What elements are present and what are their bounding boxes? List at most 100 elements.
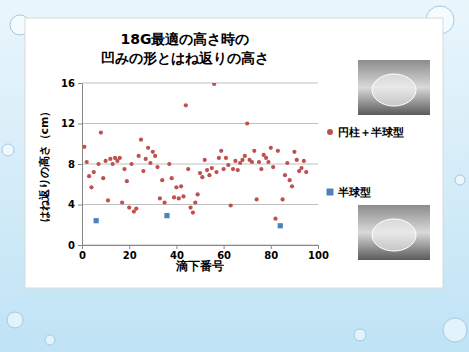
photo-frame bbox=[358, 60, 430, 115]
point bbox=[125, 179, 129, 183]
point-shape bbox=[177, 196, 181, 200]
title-line: 凹みの形とはね返りの高さ bbox=[101, 50, 269, 66]
legend-marker bbox=[327, 129, 333, 135]
droplet bbox=[443, 318, 467, 342]
point bbox=[231, 167, 235, 171]
point bbox=[252, 149, 256, 153]
point bbox=[129, 162, 133, 166]
point bbox=[257, 160, 261, 164]
point bbox=[186, 167, 190, 171]
point bbox=[233, 159, 237, 163]
point-shape bbox=[264, 156, 268, 160]
point-shape bbox=[283, 173, 287, 177]
point bbox=[200, 175, 204, 179]
point-shape bbox=[160, 178, 164, 182]
point bbox=[217, 156, 221, 160]
point-shape bbox=[205, 168, 209, 172]
point bbox=[172, 195, 176, 199]
point bbox=[137, 154, 141, 158]
point bbox=[127, 205, 131, 209]
point-shape bbox=[250, 160, 254, 164]
point-shape bbox=[129, 162, 133, 166]
point bbox=[167, 162, 171, 166]
point-shape bbox=[134, 206, 138, 210]
point bbox=[212, 83, 216, 86]
point bbox=[191, 211, 195, 215]
point-shape bbox=[118, 156, 122, 160]
point bbox=[179, 184, 183, 188]
point bbox=[89, 185, 93, 189]
tick: 20 bbox=[123, 245, 137, 261]
point bbox=[210, 166, 214, 170]
point-shape bbox=[179, 184, 183, 188]
point-shape bbox=[273, 217, 277, 221]
y-axis: 0481216 bbox=[61, 78, 82, 251]
point bbox=[118, 156, 122, 160]
tick: 0 bbox=[79, 245, 86, 261]
point-shape bbox=[255, 197, 259, 201]
tick-label: 80 bbox=[264, 250, 278, 261]
droplets bbox=[2, 6, 467, 345]
legend-label: 半球型 bbox=[337, 186, 371, 199]
point bbox=[295, 158, 299, 162]
legend-label: 円柱＋半球型 bbox=[338, 126, 404, 139]
point-shape bbox=[164, 213, 169, 218]
point-shape bbox=[153, 154, 157, 158]
point bbox=[273, 217, 277, 221]
point bbox=[193, 200, 197, 204]
point bbox=[158, 196, 162, 200]
grid-line bbox=[82, 123, 318, 124]
point bbox=[219, 149, 223, 153]
point-shape bbox=[139, 138, 143, 142]
point bbox=[271, 165, 275, 169]
point-shape bbox=[196, 192, 200, 196]
point bbox=[304, 170, 308, 174]
tick-mark bbox=[129, 245, 130, 249]
droplet bbox=[354, 329, 366, 341]
point bbox=[120, 200, 124, 204]
point-shape bbox=[259, 167, 263, 171]
series bbox=[82, 83, 308, 221]
point bbox=[224, 156, 228, 160]
point-shape bbox=[290, 184, 294, 188]
point-shape bbox=[299, 166, 303, 170]
point bbox=[92, 170, 96, 174]
point-shape bbox=[188, 205, 192, 209]
point-shape bbox=[266, 160, 270, 164]
point-shape bbox=[236, 168, 240, 172]
point bbox=[153, 154, 157, 158]
point bbox=[264, 156, 268, 160]
tick-mark bbox=[78, 245, 82, 246]
point-shape bbox=[144, 157, 148, 161]
point bbox=[144, 157, 148, 161]
point-shape bbox=[257, 160, 261, 164]
point-shape bbox=[94, 218, 99, 223]
tick: 0 bbox=[68, 240, 82, 251]
point-shape bbox=[184, 103, 188, 107]
title-line: 18G最適の高さ時の bbox=[121, 31, 250, 47]
point-shape bbox=[104, 159, 108, 163]
point-shape bbox=[295, 158, 299, 162]
grid-line bbox=[82, 204, 318, 205]
grid-line bbox=[82, 83, 318, 84]
point-shape bbox=[214, 170, 218, 174]
point bbox=[198, 171, 202, 175]
point-shape bbox=[229, 203, 233, 207]
point-shape bbox=[203, 158, 207, 162]
axis-line bbox=[78, 84, 83, 246]
point-shape bbox=[271, 165, 275, 169]
point-shape bbox=[111, 162, 115, 166]
point bbox=[139, 138, 143, 142]
point bbox=[299, 166, 303, 170]
point bbox=[255, 197, 259, 201]
series bbox=[94, 213, 283, 228]
point bbox=[278, 223, 283, 228]
point-shape bbox=[212, 83, 216, 86]
droplet bbox=[2, 144, 14, 156]
point-shape bbox=[87, 174, 91, 178]
legend-marker-shape bbox=[327, 129, 333, 135]
point-shape bbox=[174, 185, 178, 189]
point-shape bbox=[148, 161, 152, 165]
tick-mark bbox=[78, 124, 82, 125]
point-shape bbox=[108, 157, 112, 161]
